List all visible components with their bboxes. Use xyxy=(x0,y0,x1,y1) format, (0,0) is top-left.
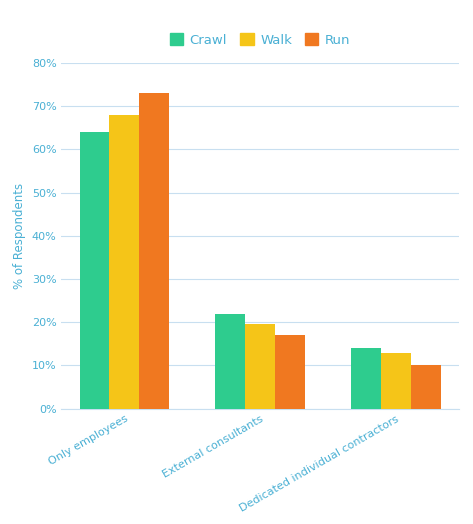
Legend: Crawl, Walk, Run: Crawl, Walk, Run xyxy=(165,28,356,52)
Bar xyxy=(139,93,169,409)
Bar xyxy=(381,353,411,409)
Y-axis label: % of Respondents: % of Respondents xyxy=(13,183,26,289)
Bar xyxy=(245,324,275,409)
Bar xyxy=(79,132,109,409)
Bar xyxy=(109,115,139,409)
Bar xyxy=(215,313,245,409)
Bar xyxy=(411,366,441,409)
Bar xyxy=(275,335,305,409)
Bar xyxy=(351,348,381,409)
